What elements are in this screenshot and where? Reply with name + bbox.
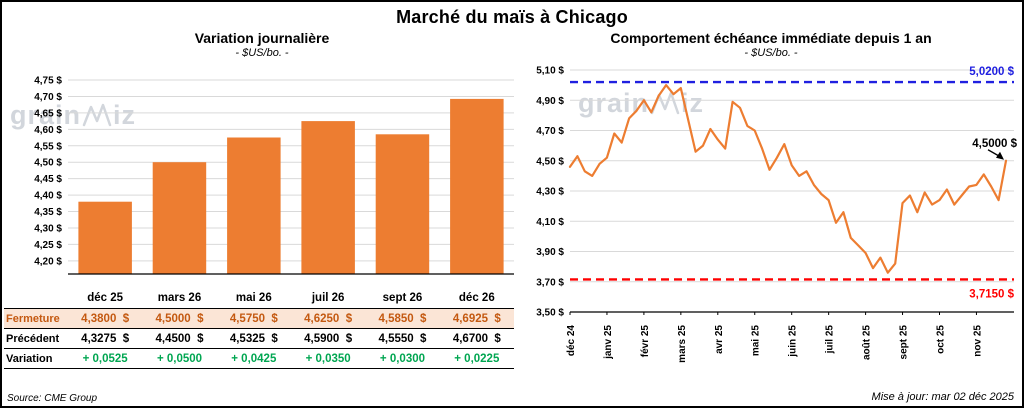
svg-text:4,60 $: 4,60 $ [34,125,62,136]
variation-value: + 0,0300 [379,353,426,365]
precedent-row: Précédent 4,3275 $ 4,4500 $ 4,5325 $ 4,5… [4,329,514,349]
svg-text:4,70 $: 4,70 $ [34,92,62,103]
x-axis-label: déc 25 [87,292,124,304]
immediate-maturity-panel: Comportement échéance immédiate depuis 1… [520,28,1022,369]
variation-value: + 0,0225 [454,353,500,365]
svg-text:4,90 $: 4,90 $ [536,96,564,107]
grainwiz-watermark: grain iz [10,100,136,131]
svg-text:mars 25: mars 25 [677,325,688,363]
right-chart-title: Comportement échéance immédiate depuis 1… [610,30,932,46]
svg-text:avr 25: avr 25 [714,325,725,354]
precedent-value: 4,5325 $ [229,333,278,345]
left-chart-title: Variation journalière [194,30,330,46]
bar-chart-box: grain iz 4,20 $4,25 $4,30 $4,35 $4,40 $4… [4,60,520,288]
svg-text:nov 25: nov 25 [972,325,983,357]
precedent-value: 4,5550 $ [378,333,427,345]
corner-cell [4,289,68,309]
row-label-precedent: Précédent [6,333,60,345]
svg-text:août 25: août 25 [862,325,873,360]
variation-value: + 0,0425 [231,353,277,365]
svg-text:4,45 $: 4,45 $ [34,174,62,185]
svg-text:4,10 $: 4,10 $ [536,217,564,228]
svg-text:5,0200 $: 5,0200 $ [969,66,1014,78]
x-axis-label: déc 26 [458,292,495,304]
variation-value: + 0,0500 [156,353,203,365]
svg-text:3,50 $: 3,50 $ [536,308,564,319]
daily-variation-panel: Variation journalière - $US/bo. - grain … [2,28,520,369]
watermark-text-grain: grain [10,100,82,130]
precedent-value: 4,5900 $ [304,333,353,345]
variation-value: + 0,0350 [305,353,351,365]
x-axis-label: sept 26 [382,292,423,304]
update-note: Mise à jour: mar 02 déc 2025 [871,391,1014,403]
one-year-line-chart: 3,50 $ 3,70 $ 3,90 $ 4,10 $ 4,30 $ 4,50 $ 4,70… [536,66,1017,363]
svg-text:3,7150 $: 3,7150 $ [969,288,1014,300]
svg-text:3,70 $: 3,70 $ [536,277,564,288]
svg-text:4,40 $: 4,40 $ [34,191,62,202]
precedent-value: 4,4500 $ [155,333,204,345]
precedent-value: 4,6700 $ [452,333,501,345]
svg-text:déc 24: déc 24 [566,325,577,357]
svg-text:5,10 $: 5,10 $ [536,66,564,77]
precedent-value: 4,3275 $ [81,333,130,345]
svg-text:juil 25: juil 25 [825,325,836,355]
svg-text:4,35 $: 4,35 $ [34,207,62,218]
fermeture-value: 4,6925 $ [452,313,501,325]
svg-text:4,65 $: 4,65 $ [34,108,62,119]
price-table: déc 25 mars 26 mai 26 juil 26 sept 26 dé… [4,289,514,369]
category-header-row: déc 25 mars 26 mai 26 juil 26 sept 26 dé… [4,289,514,309]
fermeture-value: 4,5000 $ [155,313,204,325]
svg-text:3,90 $: 3,90 $ [536,247,564,258]
svg-text:4,75 $: 4,75 $ [34,76,62,87]
variation-row: Variation + 0,0525 + 0,0500 + 0,0425 + 0… [4,349,514,369]
right-chart-subtitle: - $US/bo. - [744,47,798,59]
svg-text:janv 25: janv 25 [603,325,614,360]
row-label-variation: Variation [6,353,53,365]
svg-text:4,50 $: 4,50 $ [34,158,62,169]
panels: Variation journalière - $US/bo. - grain … [2,28,1022,369]
x-axis-label: juil 26 [311,292,345,304]
svg-text:4,20 $: 4,20 $ [34,256,62,267]
source-note: Source: CME Group [7,393,98,404]
fermeture-value: 4,6250 $ [304,313,353,325]
fermeture-value: 4,5750 $ [229,313,278,325]
svg-text:mai 25: mai 25 [751,325,762,357]
variation-value: + 0,0525 [82,353,128,365]
daily-variation-bar-chart: 4,20 $ 4,25 $ 4,30 $ 4,35 $ 4,40 $ 4,45 $ 4,50… [34,76,514,275]
fermeture-value: 4,3800 $ [81,313,130,325]
x-axis-label: mars 26 [157,292,202,304]
row-label-fermeture: Fermeture [6,313,60,325]
svg-text:sept 25: sept 25 [899,325,910,360]
page-title: Marché du maïs à Chicago [396,7,628,27]
svg-text:4,30 $: 4,30 $ [536,187,564,198]
fermeture-value: 4,5850 $ [378,313,427,325]
watermark-text-grain: grain [578,88,650,118]
svg-text:févr 25: févr 25 [640,325,651,358]
svg-text:4,30 $: 4,30 $ [34,223,62,234]
watermark-text-iz: iz [113,100,137,130]
left-chart-subtitle: - $US/bo. - [235,47,289,59]
svg-text:oct 25: oct 25 [935,325,946,354]
svg-text:4,55 $: 4,55 $ [34,141,62,152]
line-chart-box: grain iz 3,50 $3,70 $3,90 $4,10 $4,30 $4… [520,60,1022,366]
svg-text:juin 25: juin 25 [788,325,799,358]
svg-text:4,5000 $: 4,5000 $ [972,138,1017,150]
svg-text:4,50 $: 4,50 $ [536,156,564,167]
svg-text:4,70 $: 4,70 $ [536,126,564,137]
x-axis-label: mai 26 [235,292,272,304]
svg-text:4,25 $: 4,25 $ [34,240,62,251]
fermeture-row: Fermeture 4,3800 $ 4,5000 $ 4,5750 $ 4,6… [4,308,514,329]
